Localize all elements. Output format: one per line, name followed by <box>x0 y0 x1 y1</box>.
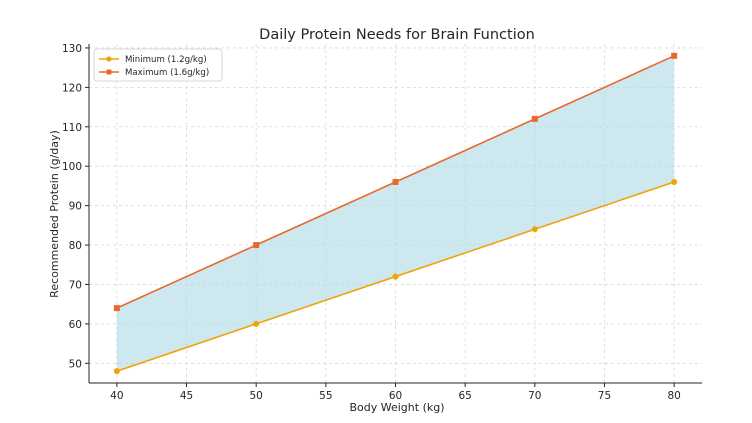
legend-label: Maximum (1.6g/kg) <box>125 68 209 78</box>
x-tick-label: 80 <box>667 390 680 402</box>
legend-label: Minimum (1.2g/kg) <box>125 55 207 65</box>
y-tick-label: 100 <box>62 161 82 173</box>
y-tick-label: 70 <box>69 279 82 291</box>
x-tick-label: 65 <box>458 390 471 402</box>
data-point-square <box>253 242 260 249</box>
legend-marker-square <box>106 69 112 75</box>
x-tick-label: 40 <box>110 390 123 402</box>
legend-marker-circle <box>106 56 112 62</box>
x-tick-label: 75 <box>598 390 611 402</box>
legend-box <box>93 48 223 82</box>
range-fill-area <box>116 55 675 372</box>
y-tick-label: 110 <box>62 122 82 134</box>
data-point-square <box>392 178 399 185</box>
data-point-square <box>531 115 538 122</box>
data-point-circle <box>113 368 120 375</box>
x-tick-label: 55 <box>319 390 332 402</box>
data-point-circle <box>392 273 399 280</box>
data-point-circle <box>253 320 260 327</box>
y-tick-label: 80 <box>69 240 82 252</box>
data-point-circle <box>671 178 678 185</box>
fill-layer <box>116 55 675 372</box>
x-tick-label: 60 <box>389 390 402 402</box>
y-tick-label: 120 <box>62 82 82 94</box>
data-point-square <box>113 305 120 312</box>
data-point-circle <box>531 226 538 233</box>
y-tick-label: 60 <box>69 319 82 331</box>
data-point-square <box>671 52 678 59</box>
chart-title: Daily Protein Needs for Brain Function <box>259 27 535 43</box>
x-axis-label: Body Weight (kg) <box>349 401 444 414</box>
x-tick-label: 45 <box>180 390 193 402</box>
ticks-layer: 40 45 50 55 60 65 70 75 80 50 60 70 80 90 100 110 120 130 <box>62 43 681 402</box>
series-layer <box>113 52 678 375</box>
y-tick-label: 130 <box>62 43 82 55</box>
y-axis-label: Recommended Protein (g/day) <box>48 130 61 298</box>
x-tick-label: 70 <box>528 390 541 402</box>
y-tick-label: 50 <box>69 358 82 370</box>
x-tick-label: 50 <box>249 390 262 402</box>
y-tick-label: 90 <box>69 201 82 213</box>
legend: Minimum (1.2g/kg) Maximum (1.6g/kg) <box>93 48 223 82</box>
